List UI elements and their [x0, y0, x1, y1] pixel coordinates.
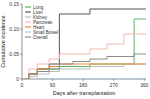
series-line	[22, 19, 146, 79]
legend-swatch	[25, 16, 31, 17]
legend-swatch	[25, 26, 31, 27]
legend-swatch	[25, 31, 31, 32]
chart: 0 0.05 0.10 0.15 0 90 180 270 360 Days after tran…	[0, 0, 150, 99]
series-line	[22, 79, 146, 80]
legend-swatch	[25, 21, 31, 22]
y-tick-label: 0	[16, 76, 19, 82]
legend-swatch	[25, 36, 31, 37]
series-line	[22, 54, 146, 79]
x-tick-label: 270	[110, 82, 119, 88]
x-tick-label: 90	[50, 82, 56, 88]
y-tick	[20, 4, 22, 5]
series-line	[22, 34, 146, 79]
y-tick	[20, 54, 22, 55]
y-tick-label: 0.10	[9, 26, 19, 32]
x-axis	[22, 79, 146, 80]
y-tick	[20, 29, 22, 30]
legend: LungLiverKidneyPancreasHeartSmall BowelO…	[25, 5, 58, 40]
x-tick-label: 0	[21, 82, 24, 88]
x-axis-title: Days after transplantation	[53, 90, 116, 96]
y-tick-label: 0.15	[9, 1, 19, 7]
legend-swatch	[25, 6, 31, 7]
plot-area	[22, 9, 146, 79]
x-tick-label: 180	[79, 82, 88, 88]
y-axis	[22, 4, 23, 79]
legend-swatch	[25, 11, 31, 12]
x-tick-label: 360	[140, 82, 149, 88]
y-axis-title: Cumulative incidence	[0, 15, 6, 67]
y-tick-label: 0.05	[9, 51, 19, 57]
y-tick	[20, 79, 22, 80]
series-line	[22, 9, 146, 79]
legend-label: Overall	[33, 35, 48, 40]
